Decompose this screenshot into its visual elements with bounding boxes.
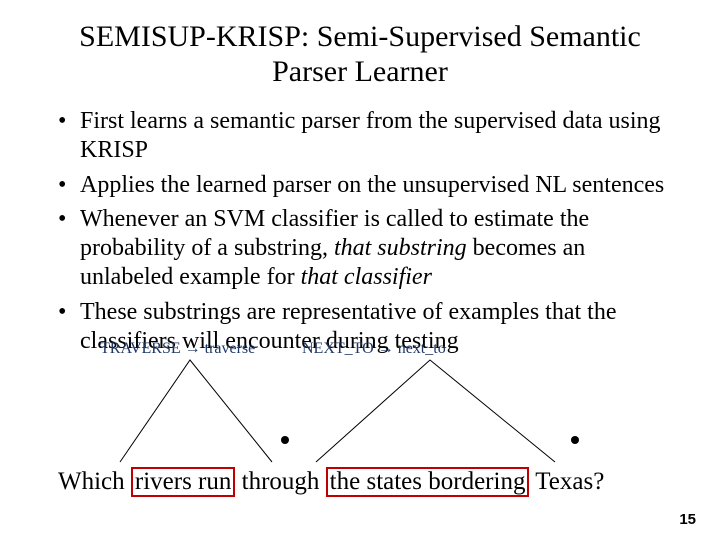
sentence-word: through [242, 468, 320, 495]
bullet-item: Applies the learned parser on the unsupe… [80, 171, 670, 200]
dot-left [281, 436, 289, 444]
sentence-word: Texas? [535, 468, 604, 495]
overlay-left-word: traverse [205, 340, 256, 357]
overlay-left-label: TRAVERSE [100, 340, 181, 357]
example-sentence: Which rivers run through the states bord… [58, 467, 604, 497]
bullet-item: First learns a semantic parser from the … [80, 107, 670, 165]
page-number: 15 [679, 511, 696, 528]
slide-title: SEMISUP-KRISP: Semi-Supervised Semantic … [50, 20, 670, 89]
overlay-left: TRAVERSE → traverse [100, 340, 255, 358]
bullet-item: Whenever an SVM classifier is called to … [80, 205, 670, 291]
triangle-right [316, 360, 555, 462]
dot-right [571, 436, 579, 444]
highlight-box: the states bordering [326, 467, 530, 497]
triangle-left [120, 360, 272, 462]
bullet-list: First learns a semantic parser from the … [50, 107, 670, 355]
sentence-word: Which [58, 468, 125, 495]
highlight-box: rivers run [131, 467, 236, 497]
arrow-right-icon: → [378, 340, 394, 357]
overlay-right: NEXT_TO → next_to [302, 340, 446, 358]
arrow-right-icon: → [185, 340, 201, 357]
overlay-right-word: next_to [398, 340, 446, 357]
overlay-right-label: NEXT_TO [302, 340, 374, 357]
